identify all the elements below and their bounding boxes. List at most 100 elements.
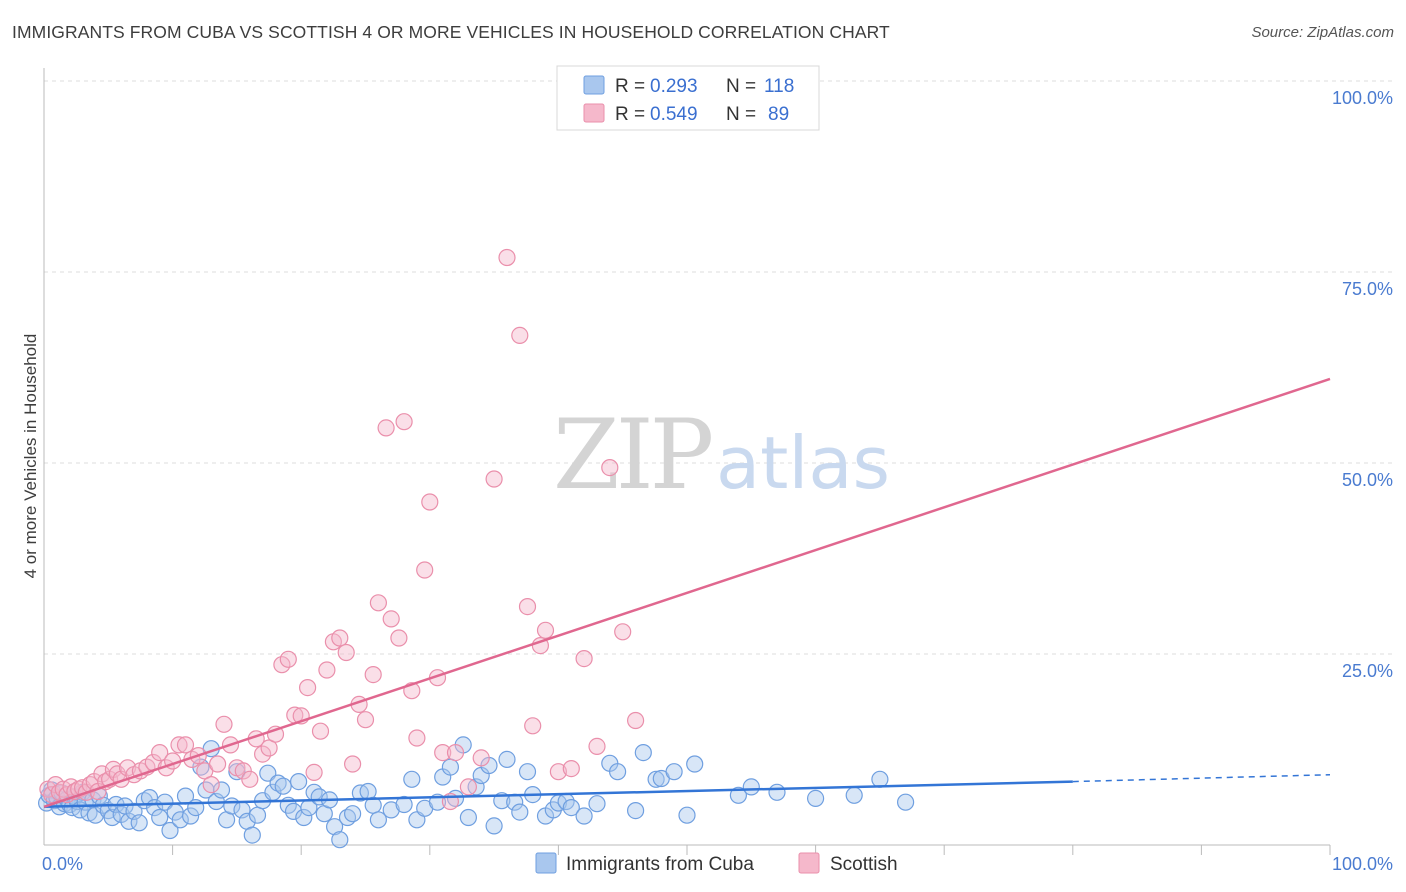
cuba-point — [140, 788, 159, 807]
cuba-point — [485, 817, 503, 835]
cuba-point — [742, 778, 760, 796]
cuba-point — [403, 770, 421, 788]
legend-r-value-cuba: 0.293 — [650, 76, 698, 97]
scottish-point — [356, 711, 375, 729]
scottish-point — [459, 778, 477, 796]
cuba-point — [806, 789, 825, 808]
scottish-point — [511, 326, 529, 344]
cuba-point — [626, 801, 645, 820]
scottish-point — [472, 749, 490, 767]
cuba-point — [608, 763, 627, 781]
cuba-point — [344, 805, 362, 823]
cuba-point — [575, 807, 593, 825]
cuba-point — [395, 795, 413, 814]
cuba-point — [248, 806, 267, 824]
scottish-trend-line — [43, 377, 1331, 808]
cuba-point — [678, 806, 696, 824]
grid-lines — [44, 80, 1393, 655]
scottish-point — [498, 248, 516, 267]
legend-n-label-cuba: N = — [726, 76, 756, 97]
cuba-point — [212, 781, 231, 799]
cuba-point — [182, 807, 200, 825]
scottish-point — [369, 594, 387, 612]
cuba-point — [562, 798, 580, 817]
legend-r-label-cuba: R = — [615, 76, 645, 97]
scottish-point — [549, 763, 568, 781]
scottish-point — [395, 413, 413, 431]
x-tick-label-100: 100.0% — [1332, 854, 1393, 874]
cuba-trend-line — [43, 780, 1073, 809]
legend-swatch-scottish — [583, 103, 605, 123]
scottish-point — [408, 729, 426, 747]
cuba-point — [269, 774, 287, 792]
cuba-point — [768, 783, 786, 801]
scottish-point — [390, 629, 408, 647]
cuba-point — [588, 795, 606, 813]
scottish-point — [209, 755, 227, 773]
scottish-point — [299, 678, 317, 697]
scottish-point — [318, 661, 336, 679]
top-legend: R = 0.293 N = 118 R = 0.549 N = 89 — [556, 65, 820, 131]
source-label: Source: ZipAtlas.com — [1251, 24, 1394, 41]
cuba-point — [130, 814, 148, 832]
scottish-point — [118, 759, 137, 777]
scottish-point — [260, 739, 278, 757]
scottish-point — [170, 736, 188, 754]
watermark-zip: ZIP — [553, 399, 712, 511]
cuba-point — [647, 770, 665, 788]
cuba-point — [382, 801, 400, 819]
scottish-point — [434, 743, 452, 762]
cuba-point — [498, 750, 516, 769]
cuba-point — [446, 789, 465, 808]
cuba-point — [845, 786, 863, 804]
y-tick-labels: 100.0% 75.0% 50.0% 25.0% — [1332, 88, 1393, 681]
scottish-point — [176, 736, 195, 754]
cuba-point — [103, 808, 121, 827]
bottom-legend-label-scottish: Scottish — [830, 854, 898, 875]
legend-r-value-scottish: 0.549 — [650, 104, 698, 125]
cuba-point — [243, 826, 261, 844]
cuba-point — [151, 808, 169, 827]
scottish-point — [377, 419, 395, 437]
cuba-point — [896, 793, 915, 811]
scottish-point — [311, 722, 330, 740]
scottish-point — [575, 649, 593, 668]
scottish-point — [151, 743, 169, 762]
cuba-trend-extension — [1072, 773, 1331, 783]
bottom-legend-swatch-scottish — [798, 852, 820, 874]
scottish-point — [382, 610, 400, 628]
cuba-point — [290, 772, 308, 791]
cuba-point — [511, 803, 529, 821]
cuba-point — [518, 763, 537, 781]
scottish-point — [364, 665, 382, 684]
scottish-point — [626, 711, 645, 730]
scottish-point — [536, 621, 555, 639]
cuba-point — [326, 818, 344, 836]
y-tick-label-75: 75.0% — [1342, 279, 1393, 299]
legend-r-label-scottish: R = — [615, 104, 645, 125]
scottish-point — [416, 561, 434, 579]
cuba-point — [871, 770, 889, 788]
scottish-point — [331, 629, 349, 647]
legend-swatch-cuba — [583, 75, 605, 95]
legend-n-value-cuba: 118 — [764, 76, 794, 97]
scottish-point — [446, 743, 465, 762]
cuba-point — [228, 763, 246, 781]
cuba-point — [369, 811, 387, 829]
scottish-point — [524, 717, 542, 735]
chart-title: IMMIGRANTS FROM CUBA VS SCOTTISH 4 OR MO… — [12, 22, 890, 42]
scottish-point — [421, 493, 439, 511]
cuba-point — [729, 786, 748, 804]
scottish-point — [337, 643, 355, 662]
scottish-point — [344, 755, 362, 773]
bottom-legend: Immigrants from Cuba Scottish — [535, 852, 898, 875]
x-tick-label-0: 0.0% — [42, 854, 83, 874]
y-tick-label-50: 50.0% — [1342, 470, 1393, 490]
cuba-point — [459, 808, 477, 827]
y-tick-label-25: 25.0% — [1342, 661, 1393, 681]
scottish-point — [601, 459, 619, 477]
scottish-point — [562, 759, 580, 778]
y-axis-title: 4 or more Vehicles in Household — [21, 334, 40, 579]
y-tick-label-100: 100.0% — [1332, 88, 1393, 108]
